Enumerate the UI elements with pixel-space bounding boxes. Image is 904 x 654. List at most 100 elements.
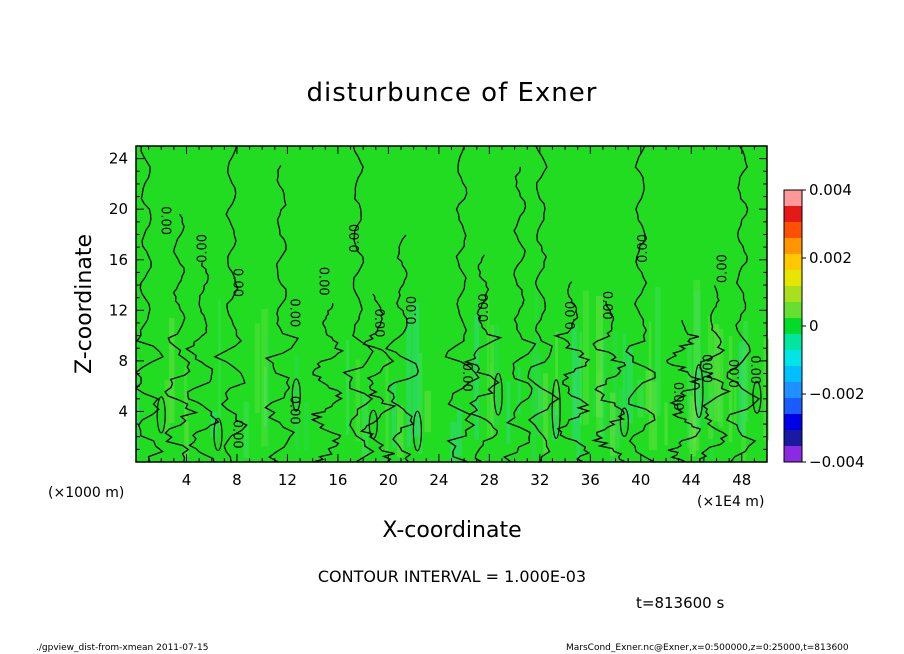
heatmap-cell xyxy=(266,333,270,450)
x-tick-label: 36 xyxy=(581,471,600,489)
x-unit-right: (×1E4 m) xyxy=(697,494,764,510)
contour-interval-note: CONTOUR INTERVAL = 1.000E-03 xyxy=(317,567,587,586)
x-tick-label: 16 xyxy=(328,471,347,489)
contour-line xyxy=(591,301,627,463)
heatmap-cell xyxy=(693,280,701,419)
colorbar-swatch xyxy=(784,430,802,446)
heatmap-cell xyxy=(406,315,412,448)
colorbar-swatch xyxy=(784,222,802,238)
heatmap-cell xyxy=(708,315,714,439)
heatmap-cell xyxy=(506,381,511,445)
heatmap-cell xyxy=(535,288,538,418)
y-axis-ticks: 4 8 12 16 20 24 xyxy=(109,150,767,450)
heatmap-cell xyxy=(612,331,618,435)
contour-line xyxy=(527,145,560,463)
contour-label: 0.00 xyxy=(405,296,420,325)
heatmap-cell xyxy=(579,331,582,425)
heatmap-cell xyxy=(571,326,578,442)
heatmap-background xyxy=(136,146,767,462)
contour-line xyxy=(164,213,199,463)
colorbar-swatch xyxy=(784,382,802,398)
heatmap-cell xyxy=(391,380,396,448)
heatmap-cell xyxy=(243,401,249,458)
contour-loop xyxy=(291,378,301,412)
heatmap-cell xyxy=(424,391,431,433)
contour-loop xyxy=(493,372,503,416)
x-tick-label: 44 xyxy=(682,471,701,489)
footer-script-info: ./gpview_dist-from-xmean 2011-07-15 xyxy=(36,643,209,653)
x-tick-label: 40 xyxy=(631,471,650,489)
contour-label: 0.00 xyxy=(636,234,651,263)
contour-loop xyxy=(156,396,166,434)
heatmap-cell xyxy=(543,373,548,456)
contour-lines xyxy=(134,145,762,463)
contour-line xyxy=(463,254,503,463)
heatmap-cell xyxy=(361,393,369,458)
contour-label: 0.00 xyxy=(230,420,245,449)
colorbar-swatch xyxy=(784,366,802,382)
y-tick-label: 12 xyxy=(109,301,128,319)
contour-label: 0.00 xyxy=(728,359,743,388)
heatmap-cell xyxy=(474,315,479,440)
x-tick-label: 20 xyxy=(379,471,398,489)
contour-loop xyxy=(213,417,223,452)
contour-labels: 0.00 0.00 0.00 0.00 0.00 0.00 0.00 0.00 0.00 0.00… xyxy=(158,206,762,449)
contour-line xyxy=(264,165,300,463)
y-tick-label: 24 xyxy=(109,150,128,168)
contour-label: 0.00 xyxy=(158,206,173,235)
heatmap-cell xyxy=(695,368,701,434)
heatmap-cell xyxy=(254,323,261,413)
heatmap-cell xyxy=(718,328,724,428)
footer-data-source: MarsCond_Exner.nc@Exner,x=0:500000,z=0:2… xyxy=(566,643,849,653)
contour-label: 0.00 xyxy=(747,355,762,384)
contour-label: 0.00 xyxy=(230,268,245,297)
contour-label: 0.00 xyxy=(715,254,730,283)
contour-label: 0.00 xyxy=(195,234,210,263)
contour-line xyxy=(625,145,656,463)
contour-loop xyxy=(752,380,762,414)
heatmap-cell xyxy=(486,299,490,438)
colorbar-labels: 0.004 0.002 0 −0.002 −0.004 xyxy=(802,181,865,471)
contour-label: 0.00 xyxy=(670,382,685,411)
heatmap-cell xyxy=(763,338,770,441)
heatmap-field xyxy=(136,146,770,462)
x-tick-label: 4 xyxy=(182,471,192,489)
x-unit-left: (×1000 m) xyxy=(48,485,124,501)
heatmap-cell xyxy=(169,318,175,424)
chart-title: disturbunce of Exner xyxy=(306,78,598,108)
heatmap-cell xyxy=(645,370,653,413)
heatmap-cell xyxy=(552,406,559,441)
heatmap-cell xyxy=(713,324,720,422)
heatmap-cell xyxy=(294,354,300,451)
heatmap-cell xyxy=(583,290,589,425)
contour-line xyxy=(553,281,591,463)
heatmap-cell xyxy=(457,406,462,456)
contour-line xyxy=(384,234,419,463)
contour-label: 0.00 xyxy=(286,298,301,327)
y-tick-label: 8 xyxy=(118,352,128,370)
heatmap-cell xyxy=(622,334,626,415)
heatmap-cell xyxy=(664,402,668,446)
heatmap-cell xyxy=(263,374,268,428)
heatmap-cell xyxy=(186,421,189,457)
contour-line xyxy=(310,303,345,463)
contour-loop xyxy=(412,410,422,452)
heatmap-cell xyxy=(385,360,389,453)
contour-line xyxy=(342,145,375,463)
heatmap-cell xyxy=(304,401,309,451)
contour-line xyxy=(213,145,248,463)
heatmap-cell xyxy=(396,405,404,458)
x-tick-label: 32 xyxy=(530,471,549,489)
contour-loop xyxy=(551,379,561,440)
colorbar-swatch xyxy=(784,350,802,366)
colorbar-swatch xyxy=(784,318,802,334)
x-axis-label: X-coordinate xyxy=(382,518,521,543)
x-axis-ticks: 4 8 12 16 20 24 28 32 36 40 44 48 xyxy=(148,146,755,489)
heatmap-cell xyxy=(450,422,457,461)
heatmap-cell xyxy=(711,348,716,416)
x-tick-label: 8 xyxy=(232,471,242,489)
heatmap-cell xyxy=(687,344,692,449)
heatmap-cell xyxy=(596,295,603,418)
heatmap-cell xyxy=(703,356,709,421)
colorbar-swatch xyxy=(784,190,802,206)
